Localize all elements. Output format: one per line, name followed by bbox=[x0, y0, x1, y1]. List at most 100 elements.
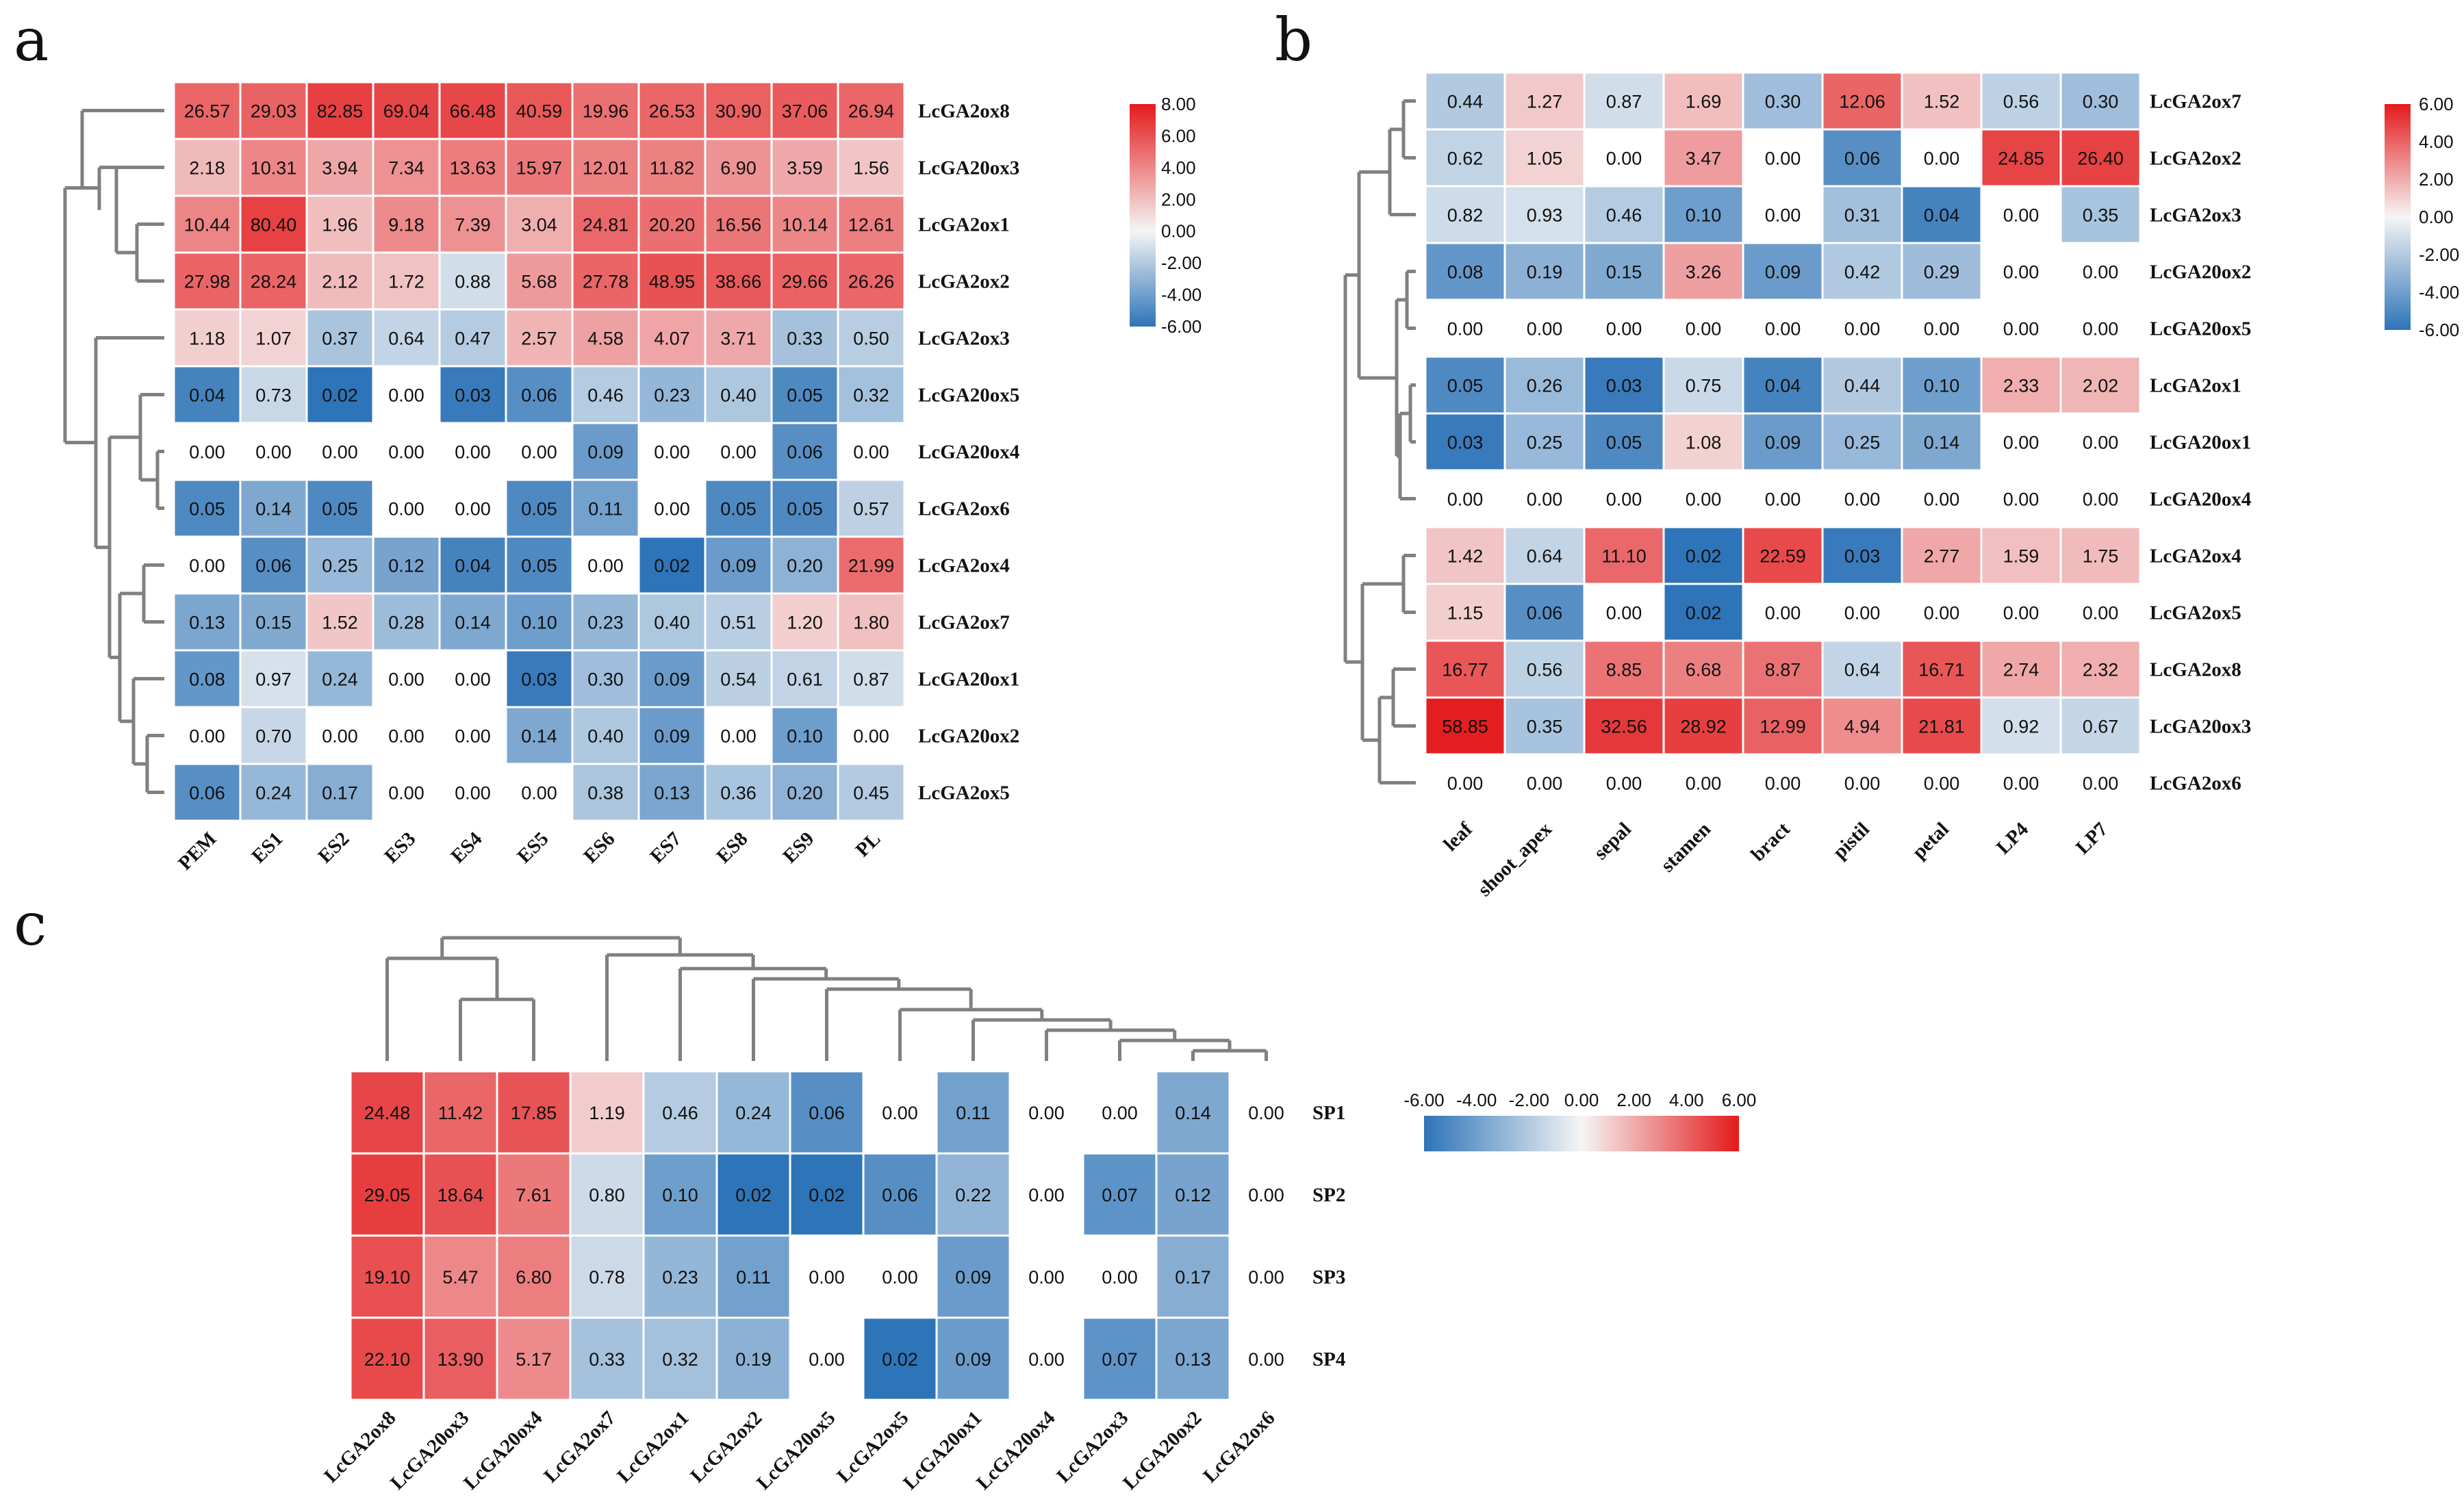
row-label: LcGA2ox1 bbox=[918, 214, 1010, 236]
cell-value: 3.94 bbox=[322, 158, 358, 179]
cell-value: 0.87 bbox=[1606, 92, 1642, 112]
legend-tick-label: -4.00 bbox=[2419, 282, 2459, 303]
column-label: LcGA20ox3 bbox=[386, 1407, 473, 1494]
column-label: bract bbox=[1747, 818, 1795, 866]
cell-value: 0.00 bbox=[1527, 489, 1563, 510]
cell-value: 2.74 bbox=[2003, 660, 2040, 680]
heatmap-cell bbox=[1583, 185, 1665, 244]
heatmap-cell bbox=[1228, 1316, 1304, 1401]
cell-value: 0.07 bbox=[1102, 1349, 1138, 1370]
column-label: LcGA2ox6 bbox=[1199, 1407, 1279, 1487]
legend-tick-label: -6.00 bbox=[1161, 316, 1202, 337]
heatmap-cell bbox=[1901, 128, 1983, 188]
cell-value: 0.00 bbox=[1248, 1103, 1284, 1123]
row-label: LcGA2ox2 bbox=[2150, 148, 2241, 170]
row-label: LcGA2ox6 bbox=[2150, 773, 2241, 795]
row-label: LcGA2ox5 bbox=[918, 782, 1010, 804]
cell-value: 0.03 bbox=[1606, 376, 1642, 396]
cell-value: 0.45 bbox=[853, 783, 889, 804]
cell-value: 0.46 bbox=[1606, 205, 1642, 226]
heatmap-cell bbox=[2059, 298, 2142, 358]
cell-value: 0.00 bbox=[2083, 433, 2119, 453]
heatmap-cell bbox=[2059, 412, 2142, 472]
cell-value: 11.42 bbox=[438, 1103, 483, 1123]
heatmap-cell bbox=[637, 422, 707, 481]
cell-value: 0.02 bbox=[735, 1185, 772, 1205]
cell-value: 3.26 bbox=[1686, 262, 1722, 283]
heatmap-cell bbox=[422, 1316, 498, 1401]
heatmap-cell bbox=[1583, 71, 1665, 131]
cell-value: 0.00 bbox=[2083, 603, 2119, 624]
cell-value: 0.02 bbox=[1686, 546, 1722, 567]
heatmap-cell bbox=[1583, 469, 1665, 528]
heatmap-cell bbox=[704, 194, 773, 254]
cell-value: 0.06 bbox=[1844, 149, 1881, 169]
heatmap-cell bbox=[1583, 696, 1665, 756]
heatmap-cell bbox=[770, 138, 839, 197]
column-label: ES9 bbox=[778, 828, 818, 867]
cell-value: 0.11 bbox=[736, 1267, 771, 1288]
cell-value: 0.00 bbox=[455, 442, 491, 463]
column-label: shoot_apex bbox=[1473, 818, 1556, 901]
heatmap-cell bbox=[1228, 1152, 1304, 1237]
cell-value: 0.56 bbox=[1527, 660, 1563, 680]
cell-value: 0.32 bbox=[853, 385, 889, 406]
row-label: SP3 bbox=[1312, 1266, 1345, 1288]
cell-value: 0.00 bbox=[2083, 774, 2119, 794]
cell-value: 0.09 bbox=[654, 726, 690, 747]
heatmap-cell bbox=[1821, 753, 1903, 813]
cell-value: 0.35 bbox=[2083, 205, 2119, 226]
column-label: LcGA2ox3 bbox=[1052, 1407, 1132, 1487]
cell-value: 0.00 bbox=[189, 556, 225, 576]
cell-value: 0.10 bbox=[787, 726, 823, 747]
heatmap-cell bbox=[1503, 469, 1586, 528]
cell-value: 6.68 bbox=[1686, 660, 1722, 680]
column-label: stamen bbox=[1657, 818, 1715, 876]
cell-value: 2.33 bbox=[2003, 376, 2040, 396]
heatmap-cell bbox=[505, 592, 574, 652]
heatmap-cell bbox=[862, 1070, 938, 1155]
cell-value: 0.00 bbox=[1686, 319, 1722, 340]
cell-value: 0.02 bbox=[1686, 603, 1722, 624]
heatmap-cell bbox=[1742, 71, 1824, 131]
row-label: LcGA20ox3 bbox=[2150, 716, 2251, 738]
cell-value: 0.70 bbox=[255, 726, 292, 747]
heatmap-cell bbox=[837, 365, 906, 424]
heatmap-cell bbox=[2059, 639, 2142, 699]
cell-value: 0.20 bbox=[787, 556, 823, 576]
cell-value: 26.40 bbox=[2077, 149, 2124, 169]
cell-value: 0.12 bbox=[1175, 1185, 1211, 1205]
cell-value: 0.28 bbox=[388, 613, 424, 633]
cell-value: 0.00 bbox=[1686, 489, 1722, 510]
cell-value: 13.90 bbox=[437, 1349, 484, 1370]
cell-value: 0.02 bbox=[654, 556, 690, 576]
cell-value: 0.10 bbox=[1924, 376, 1960, 396]
heatmap-cell bbox=[1662, 696, 1744, 756]
legend-tick-label: -6.00 bbox=[1404, 1090, 1444, 1110]
heatmap-cell bbox=[571, 706, 640, 765]
cell-value: 0.03 bbox=[455, 385, 491, 406]
column-label: LcGA2ox7 bbox=[539, 1407, 620, 1487]
heatmap-cell bbox=[1742, 583, 1824, 642]
cell-value: 0.13 bbox=[654, 783, 690, 804]
cell-value: 0.00 bbox=[720, 442, 757, 463]
cell-value: 0.00 bbox=[388, 385, 424, 406]
heatmap-cell bbox=[571, 308, 640, 368]
cell-value: 0.00 bbox=[1527, 774, 1563, 794]
row-label: LcGA2ox1 bbox=[2150, 375, 2241, 397]
cell-value: 18.64 bbox=[437, 1185, 484, 1205]
cell-value: 1.18 bbox=[189, 329, 225, 349]
cell-value: 0.00 bbox=[2003, 262, 2040, 283]
cell-value: 0.08 bbox=[189, 669, 225, 690]
heatmap-cell bbox=[1155, 1070, 1231, 1155]
heatmap-cell bbox=[862, 1316, 938, 1401]
heatmap-cell bbox=[1821, 355, 1903, 415]
cell-value: 12.01 bbox=[583, 158, 629, 179]
cell-value: 0.24 bbox=[735, 1103, 772, 1123]
heatmap-cell bbox=[569, 1152, 645, 1237]
cell-value: 0.00 bbox=[1765, 205, 1801, 226]
cell-value: 10.14 bbox=[782, 215, 828, 235]
heatmap-cell bbox=[789, 1070, 865, 1155]
legend-tick-label: -4.00 bbox=[1161, 285, 1202, 305]
cell-value: 0.50 bbox=[853, 329, 889, 349]
